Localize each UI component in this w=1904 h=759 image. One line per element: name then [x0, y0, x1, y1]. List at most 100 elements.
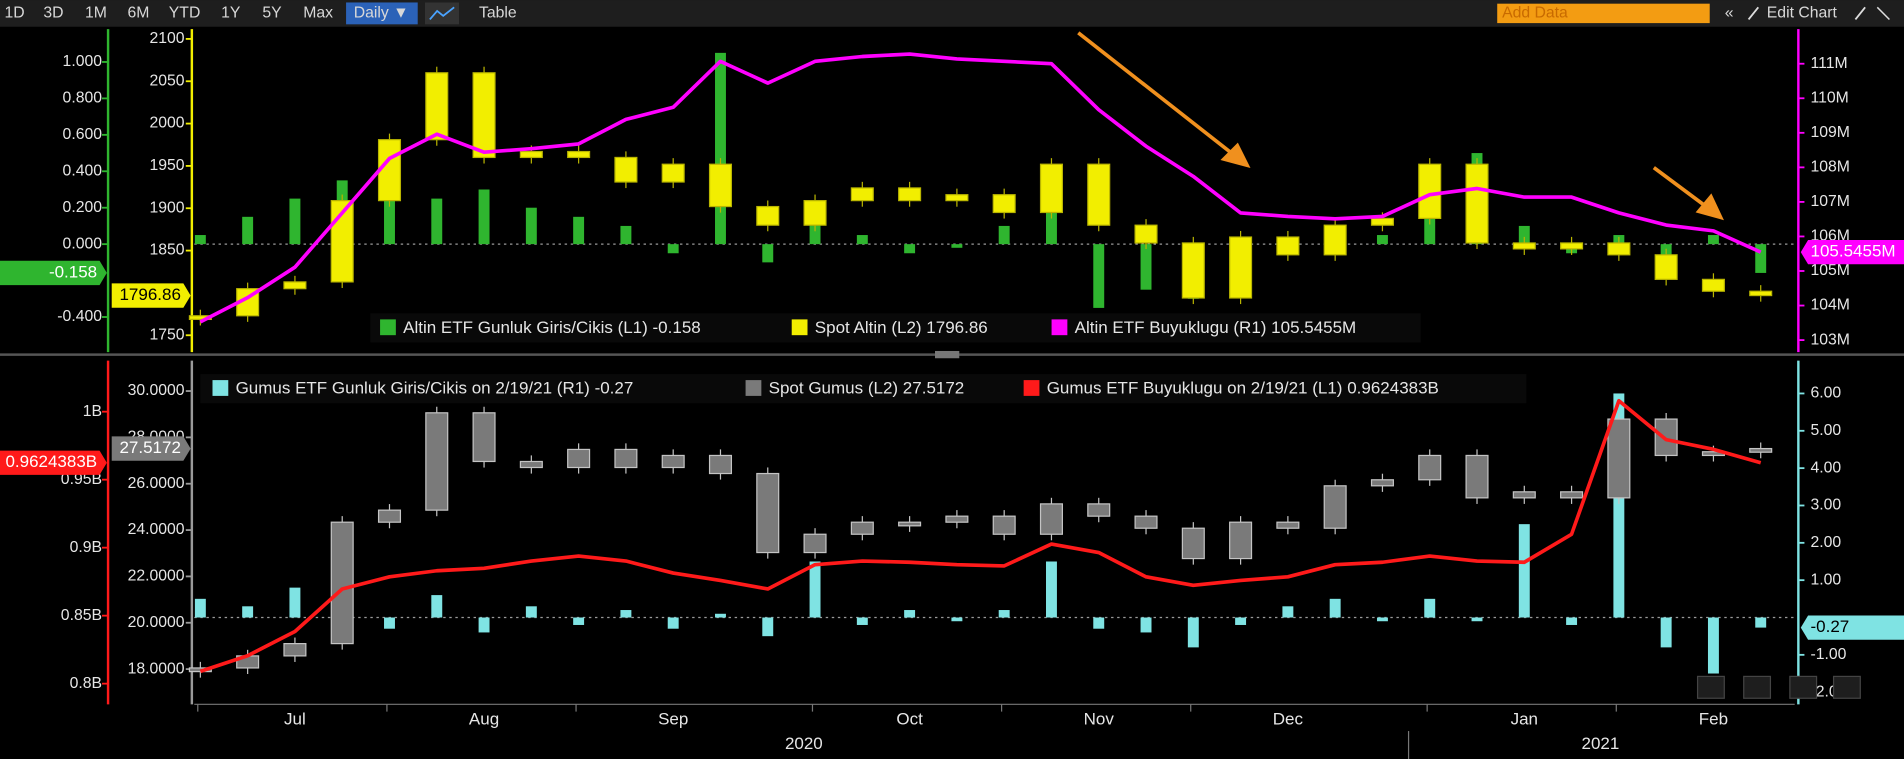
flow-bar [1755, 244, 1767, 273]
y-tick-label: 103M [1811, 331, 1850, 348]
y-tick-label: 105M [1811, 262, 1850, 279]
panel: 1B0.95B0.9B0.85B0.8B30.000028.000026.000… [0, 360, 1904, 705]
panel: 1.000 0.800 0.600 0.400 0.200 0.000 -0.400 2100… [0, 29, 1904, 353]
flow-bar [1376, 617, 1388, 622]
candle [1134, 515, 1158, 529]
candle [756, 472, 780, 554]
legend-swatch [1051, 319, 1068, 336]
candle [992, 194, 1016, 214]
flow-bar [951, 617, 963, 622]
edit-chart-button[interactable]: Edit Chart [1767, 5, 1838, 22]
arrow-head [1695, 193, 1724, 221]
flow-bar [384, 617, 395, 629]
legend-label: Spot Altin (L2) 1796.86 [815, 318, 988, 337]
y-tick-label: 1850 [149, 242, 184, 259]
y-tick-label: 2050 [149, 72, 184, 89]
collapse-icon[interactable]: « [1725, 5, 1734, 22]
y-tick-label: 1B [83, 403, 102, 420]
flow-bar [1707, 617, 1719, 674]
chart-type-button[interactable] [425, 2, 459, 25]
y-tick-label: 1.000 [63, 53, 103, 70]
legend-swatch [791, 319, 808, 336]
add-data-field[interactable] [1497, 3, 1710, 24]
candle [283, 643, 307, 657]
candle [1039, 163, 1063, 214]
candle [567, 150, 591, 159]
candle [850, 521, 874, 535]
flow-bar [1471, 617, 1483, 622]
flow-bar [525, 606, 537, 618]
value-tag-label: 105.5455M [1811, 242, 1896, 261]
y-tick-label: 26.0000 [128, 475, 185, 492]
list-tool[interactable] [1789, 675, 1818, 699]
flow-bar [194, 598, 206, 618]
candle [1749, 447, 1773, 453]
flow-bar [715, 613, 726, 618]
range-button[interactable]: 1M [85, 5, 107, 22]
edit-icon-2[interactable] [1854, 6, 1866, 21]
y-tick-label: 24.0000 [128, 521, 185, 538]
candle [1323, 485, 1347, 529]
value-tag [111, 436, 191, 461]
legend-label: Altin ETF Buyuklugu (R1) 105.5455M [1075, 318, 1357, 337]
range-button[interactable]: 3D [43, 5, 63, 22]
value-tag [0, 450, 107, 475]
x-tick-label: Dec [1273, 710, 1304, 729]
x-axis: Jul Aug Sep Oct Nov Dec Jan Feb 2020 2021 [197, 704, 1728, 753]
flow-bar [242, 606, 254, 618]
value-tag [111, 283, 191, 308]
x-tick-label: Aug [469, 710, 499, 729]
candle [945, 515, 969, 523]
y-tick-label: 107M [1811, 193, 1850, 210]
flow-bar [856, 235, 868, 245]
candle [803, 200, 827, 226]
y-tick-label: 109M [1811, 124, 1850, 141]
flow-bar [525, 207, 537, 245]
candle [992, 515, 1016, 535]
y-tick-label: 2.00 [1811, 534, 1842, 551]
separator-handle[interactable] [935, 350, 960, 359]
legend-swatch [745, 380, 762, 396]
add-data-placeholder[interactable]: Add Data [1502, 5, 1568, 22]
candle [945, 194, 969, 202]
flow-bar [1282, 606, 1294, 618]
value-tag-label: 27.5172 [119, 438, 180, 457]
table-button[interactable]: Table [479, 5, 517, 22]
flow-bar [620, 225, 632, 245]
candle [1181, 242, 1205, 299]
candle [425, 72, 449, 141]
crosshair-tool[interactable] [1696, 675, 1725, 699]
range-button[interactable]: YTD [169, 5, 201, 22]
frequency-label[interactable]: Daily ▼ [354, 5, 409, 22]
candle [1512, 491, 1536, 499]
flow-bar [1045, 561, 1057, 618]
candle [1607, 418, 1631, 499]
candle [1749, 290, 1773, 297]
candle [377, 509, 402, 523]
range-button[interactable]: Max [303, 5, 333, 22]
draw-tool[interactable] [1743, 675, 1772, 699]
zoom-tool[interactable] [1832, 675, 1861, 699]
flow-bar [809, 561, 821, 618]
y-tick-label: 108M [1811, 159, 1850, 176]
x-tick-label: Oct [896, 710, 923, 729]
frequency-button[interactable] [346, 2, 418, 25]
flow-bar [1235, 617, 1247, 625]
range-button[interactable]: 6M [127, 5, 149, 22]
range-button[interactable]: 1Y [221, 5, 241, 22]
flow-bar [620, 610, 632, 618]
y-tick-label: 0.400 [63, 162, 103, 179]
plots: 1.000 0.800 0.600 0.400 0.200 0.000 -0.400 2100… [0, 29, 1904, 705]
y-tick-label: 111M [1811, 55, 1848, 72]
candle [1607, 242, 1631, 256]
settings-icon[interactable] [1876, 6, 1890, 20]
candle [1512, 242, 1536, 250]
candle [425, 412, 449, 511]
range-button[interactable]: 1D [4, 5, 24, 22]
range-button[interactable]: 5Y [262, 5, 282, 22]
candle [519, 460, 543, 469]
candle [614, 156, 638, 183]
legend-label: Gumus ETF Buyuklugu on 2/19/21 (L1) 0.96… [1047, 379, 1439, 398]
flow-bar [1707, 235, 1719, 245]
flow-bar [431, 198, 443, 245]
